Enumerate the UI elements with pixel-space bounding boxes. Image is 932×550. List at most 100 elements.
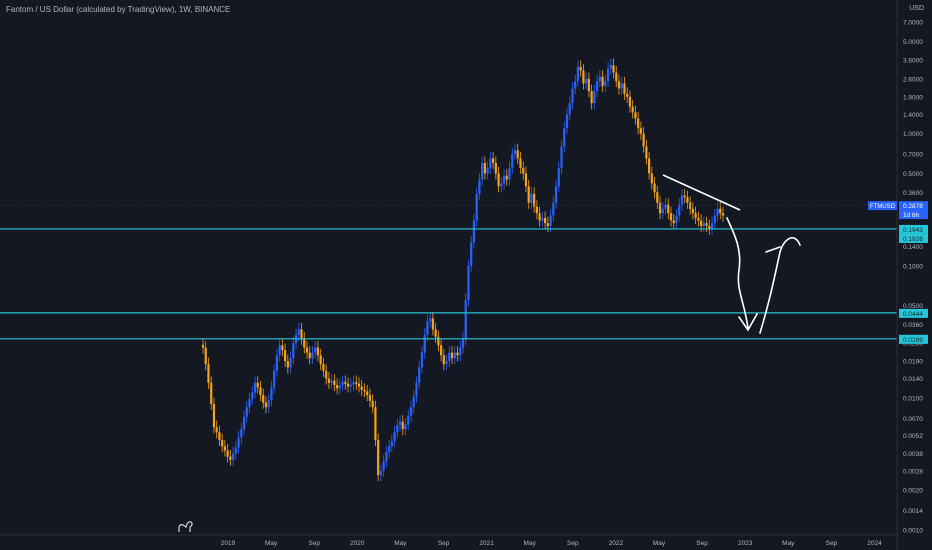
- candle-body: [511, 154, 514, 168]
- x-tick-label: Sep: [696, 540, 708, 547]
- x-tick-label: May: [653, 540, 666, 547]
- candle-body: [322, 364, 325, 371]
- y-tick-label: 0.3600: [903, 190, 923, 197]
- candle-body: [221, 439, 224, 447]
- candle-body: [336, 385, 339, 389]
- candle-body: [615, 72, 618, 82]
- candle-body: [371, 400, 374, 408]
- candle-body: [571, 88, 574, 104]
- candle-body: [319, 355, 322, 365]
- candle-body: [289, 358, 292, 368]
- candle-body: [661, 208, 664, 214]
- candle-body: [653, 183, 656, 193]
- candle-body: [445, 361, 448, 365]
- candle-body: [251, 392, 254, 400]
- candle-body: [368, 395, 372, 401]
- tradingview-logo-icon[interactable]: [178, 521, 193, 532]
- candle-body: [683, 195, 686, 198]
- candle-body: [385, 451, 388, 462]
- candle-body: [505, 175, 508, 180]
- candle-body: [524, 173, 528, 187]
- candle-body: [259, 387, 262, 396]
- candle-body: [297, 329, 300, 335]
- y-tick-label: 2.6000: [903, 76, 923, 83]
- candle-body: [669, 213, 673, 221]
- candle-body: [292, 343, 295, 359]
- candle-body: [273, 370, 276, 388]
- candle-body: [204, 347, 207, 365]
- candle-body: [344, 381, 347, 384]
- candle-body: [459, 347, 462, 356]
- candle-body: [431, 318, 434, 330]
- candle-body: [360, 386, 363, 390]
- candle-body: [390, 441, 393, 447]
- candle-body: [316, 347, 320, 356]
- candle-body: [530, 193, 533, 203]
- candle-body: [242, 416, 246, 430]
- candle-body: [634, 112, 637, 119]
- candle-body: [721, 213, 725, 216]
- candle-body: [713, 215, 716, 224]
- candle-body: [442, 355, 445, 365]
- candle-body: [314, 347, 317, 353]
- y-tick-label: 1.9000: [903, 94, 923, 101]
- candle-body: [374, 407, 377, 440]
- price-badge-value: 0.2878: [903, 203, 923, 210]
- x-tick-label: 2021: [479, 540, 494, 547]
- candle-body: [382, 461, 385, 471]
- candle-body: [648, 158, 651, 174]
- candle-body: [587, 78, 590, 92]
- candle-body: [278, 345, 281, 356]
- candle-body: [456, 352, 459, 356]
- candle-body: [420, 352, 424, 368]
- y-tick-label: 0.5000: [903, 171, 923, 178]
- x-tick-label: Sep: [567, 540, 579, 547]
- candle-body: [338, 385, 341, 389]
- candle-body: [481, 162, 484, 180]
- price-axis[interactable]: 7.0000 5.0000 3.6000 2.6000 1.9000 1.4000 1.00…: [896, 0, 923, 550]
- candle-body: [667, 204, 670, 214]
- candle-body: [305, 347, 309, 353]
- price-badge: [899, 201, 928, 220]
- candle-body: [366, 391, 369, 396]
- candle-body: [412, 396, 415, 408]
- candle-body: [483, 162, 486, 174]
- x-tick-label: 2019: [221, 540, 236, 547]
- candle-body: [363, 389, 366, 392]
- candle-body: [645, 146, 648, 159]
- candle-body: [678, 204, 681, 216]
- candle-body: [620, 83, 623, 89]
- x-tick-label: May: [524, 540, 537, 547]
- level-badge-text: 0.0289: [903, 337, 923, 344]
- trendline-drawing[interactable]: [662, 174, 741, 211]
- candle-body: [626, 93, 629, 97]
- candle-body: [218, 432, 221, 440]
- x-tick-label: May: [394, 540, 407, 547]
- y-tick-label: 0.1000: [903, 263, 923, 270]
- candle-body: [429, 318, 432, 322]
- candle-body: [215, 427, 218, 433]
- projection-up-arrow[interactable]: [759, 237, 801, 334]
- candle-body: [519, 158, 522, 168]
- candle-body: [256, 382, 259, 388]
- candle-body: [396, 425, 399, 433]
- candle-body: [486, 167, 489, 174]
- y-tick-label: 0.0500: [903, 303, 923, 310]
- candle-body: [341, 381, 344, 386]
- level-badge: [899, 224, 928, 234]
- candle-body: [226, 450, 229, 457]
- candle-body: [352, 381, 355, 385]
- candle-body: [554, 186, 558, 203]
- candle-body: [229, 456, 232, 460]
- projection-down-arrow[interactable]: [726, 217, 758, 332]
- time-axis[interactable]: 2019 May Sep 2020 May Sep 2021 May Sep 2022 May Sep…: [0, 534, 897, 547]
- candle-body: [513, 150, 517, 155]
- candle-body: [700, 220, 703, 226]
- candle-body: [639, 128, 642, 134]
- y-tick-label: 0.0014: [903, 508, 923, 515]
- candle-body: [388, 446, 391, 452]
- candle-body: [546, 223, 549, 226]
- candle-body: [497, 173, 500, 187]
- candle-body: [281, 345, 284, 351]
